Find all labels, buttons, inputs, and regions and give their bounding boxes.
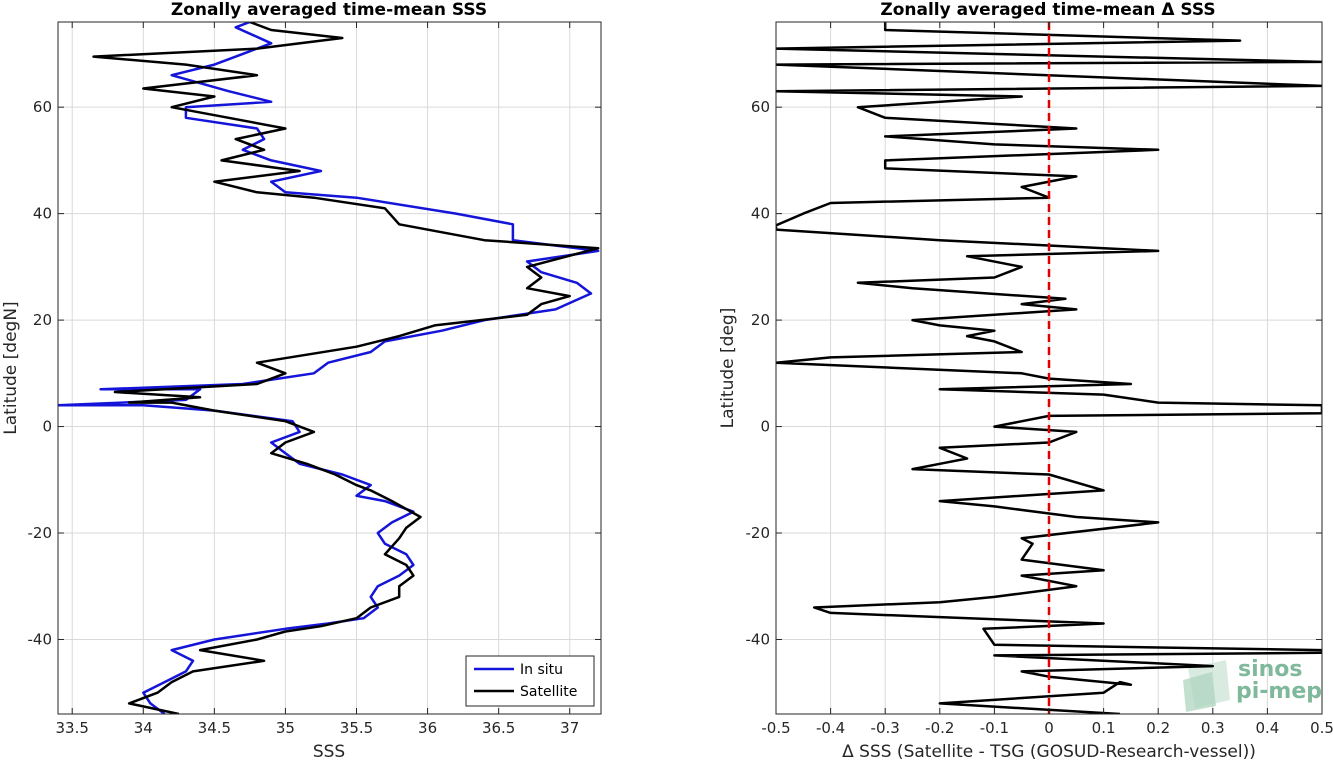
- right-panel-delta-sss: Zonally averaged time-mean Δ SSS sinos p…: [718, 0, 1333, 762]
- y-tick-label: -40: [28, 630, 53, 648]
- y-tick-label: -20: [746, 524, 771, 542]
- left-panel-sss: Zonally averaged time-mean SSS 33.5 34 34.…: [1, 0, 602, 762]
- y-tick-label: -40: [746, 630, 771, 648]
- x-tick-label: -0.4: [816, 719, 845, 737]
- series-line-delta-sss: [776, 22, 1322, 714]
- left-chart-title: Zonally averaged time-mean SSS: [171, 0, 487, 20]
- left-axes-frame: [57, 21, 602, 715]
- x-tick-label: 0.5: [1310, 719, 1333, 737]
- legend-label-satellite: Satellite: [520, 684, 577, 700]
- left-x-axis-label: SSS: [313, 742, 345, 762]
- left-ticks: 33.5 34 34.5 35 35.5 36 36.5 37 -40 -20 0 20 40 60: [28, 22, 601, 737]
- y-tick-label: 0: [42, 418, 52, 436]
- series-line-satellite: [92, 22, 600, 714]
- left-grid: [58, 22, 601, 714]
- x-tick-label: 0.2: [1146, 719, 1170, 737]
- right-ticks: -0.5 -0.4 -0.3 -0.2 -0.1 0 0.1 0.2 0.3 0.4 0.5 -40 -…: [746, 22, 1333, 737]
- right-chart-title: Zonally averaged time-mean Δ SSS: [880, 0, 1215, 20]
- x-tick-label: 35.5: [340, 719, 373, 737]
- x-tick-label: 0.4: [1255, 719, 1279, 737]
- x-tick-label: 36.5: [482, 719, 515, 737]
- y-tick-label: 20: [751, 311, 770, 329]
- x-tick-label: 34.5: [198, 719, 231, 737]
- y-tick-label: 0: [760, 418, 770, 436]
- x-tick-label: 36: [418, 719, 437, 737]
- y-tick-label: -20: [28, 524, 53, 542]
- x-tick-label: -0.3: [871, 719, 900, 737]
- left-y-axis-label: Latitude [degN]: [1, 301, 21, 434]
- y-tick-label: 60: [33, 98, 52, 116]
- x-tick-label: -0.2: [925, 719, 954, 737]
- legend: In situ Satellite: [465, 655, 595, 707]
- y-tick-label: 60: [751, 98, 770, 116]
- logo-text-line1: sinos: [1238, 657, 1303, 682]
- series-line-in-situ: [58, 22, 600, 714]
- right-x-axis-label: Δ SSS (Satellite - TSG (GOSUD-Research-v…: [842, 742, 1256, 762]
- x-tick-label: 34: [134, 719, 153, 737]
- x-tick-label: -0.5: [761, 719, 790, 737]
- left-series: [58, 22, 600, 714]
- x-tick-label: -0.1: [980, 719, 1009, 737]
- y-tick-label: 40: [751, 205, 770, 223]
- y-tick-label: 20: [33, 311, 52, 329]
- logo-text-line2: pi-mep: [1236, 679, 1322, 704]
- legend-label-in-situ: In situ: [520, 662, 563, 678]
- right-series: [776, 22, 1322, 714]
- legend-box: [465, 655, 595, 707]
- sinos-pi-mep-logo: sinos pi-mep: [1183, 657, 1322, 712]
- x-tick-label: 33.5: [56, 719, 89, 737]
- x-tick-label: 0.1: [1092, 719, 1116, 737]
- x-tick-label: 0: [1044, 719, 1054, 737]
- x-tick-label: 37: [560, 719, 579, 737]
- right-y-axis-label: Latitude [deg]: [718, 308, 738, 429]
- x-tick-label: 0.3: [1201, 719, 1225, 737]
- x-tick-label: 35: [276, 719, 295, 737]
- logo-shape-inner: [1183, 672, 1216, 712]
- y-tick-label: 40: [33, 205, 52, 223]
